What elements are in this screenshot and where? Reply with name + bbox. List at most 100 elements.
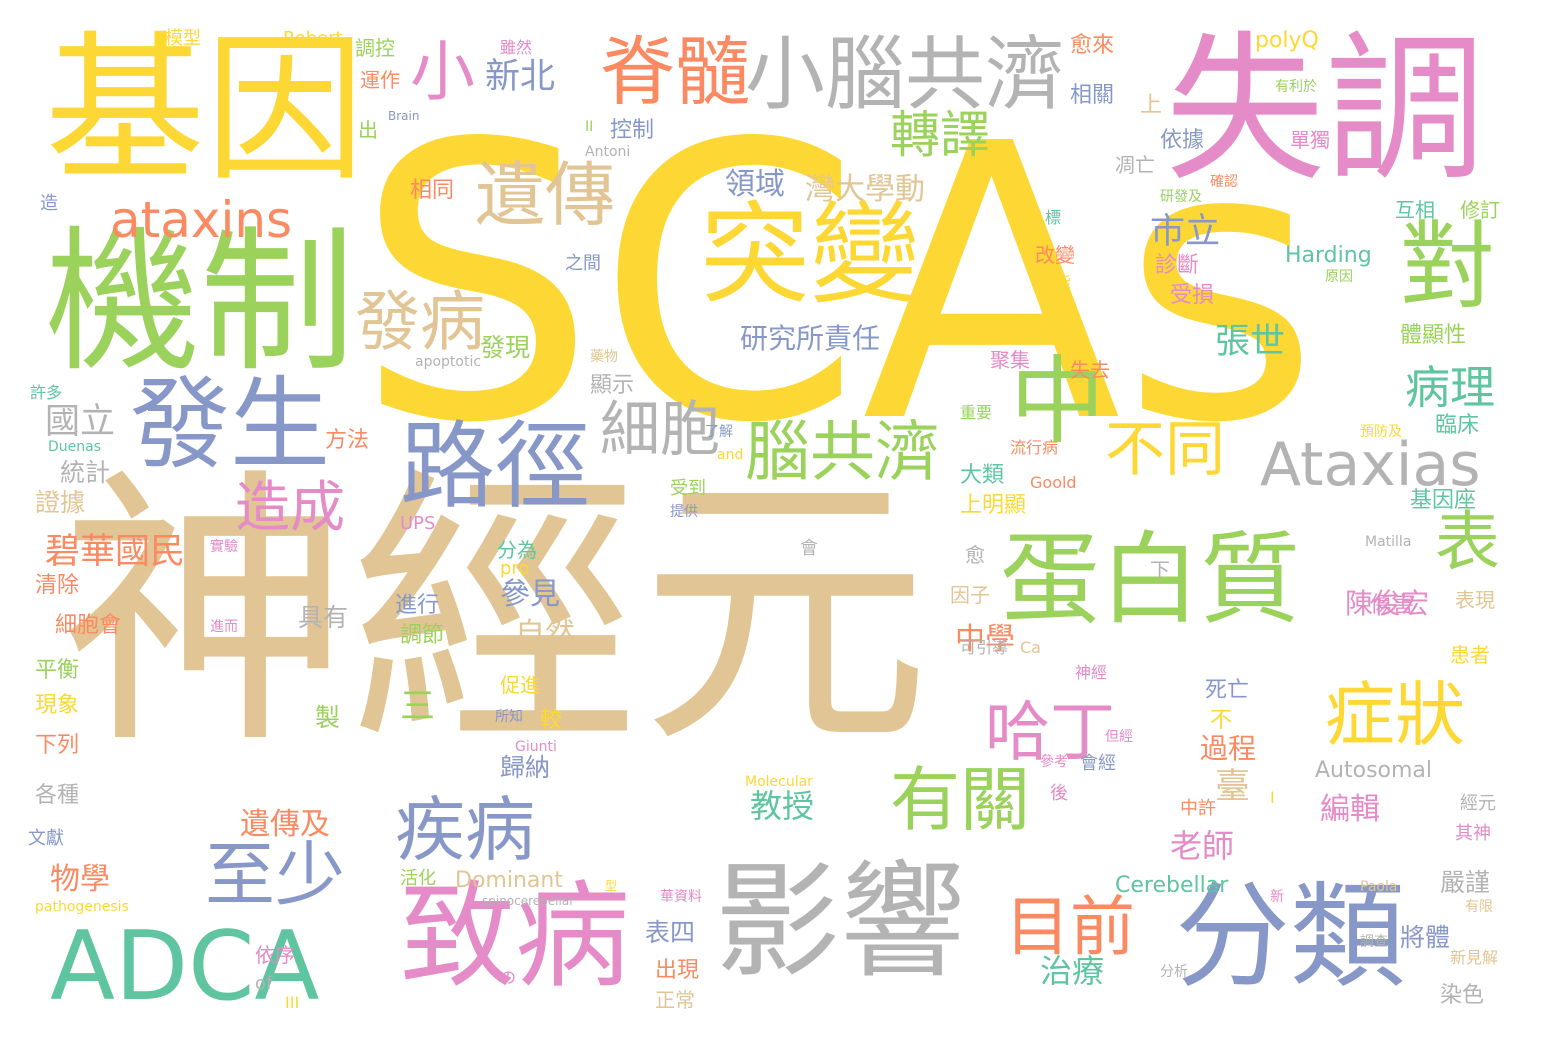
cloud-word: 因子 xyxy=(950,583,990,607)
cloud-word: Ca xyxy=(1020,638,1041,657)
cloud-word: 不同 xyxy=(1105,415,1225,485)
cloud-word: 嚴謹 xyxy=(1440,868,1491,897)
cloud-word: 正常 xyxy=(655,988,695,1012)
cloud-word: 有利於 xyxy=(1275,79,1317,95)
cloud-word: 提供 xyxy=(670,504,698,520)
cloud-word: 張世 xyxy=(1215,322,1286,362)
cloud-word: 型 xyxy=(605,879,618,893)
cloud-word: 文獻 xyxy=(28,828,64,849)
cloud-word: 遺傳 xyxy=(475,154,615,236)
cloud-word: 具有 xyxy=(298,603,349,632)
cloud-word: 病理 xyxy=(1405,361,1496,414)
cloud-word: 影響 xyxy=(715,850,965,995)
cloud-word: Dominant xyxy=(455,868,563,893)
cloud-word: 受損 xyxy=(1170,283,1215,308)
cloud-word: 脊髓 xyxy=(600,28,751,116)
cloud-word: 基因 xyxy=(45,16,366,203)
cloud-word: 三 xyxy=(400,687,436,727)
cloud-word: 會 xyxy=(800,538,818,559)
cloud-word: Autosomal xyxy=(1315,758,1433,783)
cloud-word: 較 xyxy=(540,708,563,733)
cloud-word: 模型 xyxy=(165,28,201,49)
cloud-word: 現象 xyxy=(35,693,80,718)
cloud-word: 症狀 xyxy=(1325,674,1465,756)
cloud-word: 市立 xyxy=(1150,212,1221,252)
cloud-word: 進行 xyxy=(395,593,440,618)
cloud-word: 機制 xyxy=(45,212,355,393)
cloud-word: 死亡 xyxy=(1205,678,1250,703)
cloud-word: 表現 xyxy=(1455,588,1495,612)
cloud-word: 領域 xyxy=(725,167,785,202)
cloud-word: 有限 xyxy=(1465,899,1493,915)
cloud-word: 路徑 xyxy=(400,412,591,522)
cloud-word: Robert xyxy=(283,28,343,49)
cloud-word: 診斷 xyxy=(1155,253,1200,278)
cloud-word: 活化 xyxy=(400,868,436,889)
cloud-word: 所知 xyxy=(495,709,523,725)
cloud-word: Molecular xyxy=(745,774,813,790)
cloud-word: Cerebellar xyxy=(1115,873,1229,898)
cloud-word: 依序 xyxy=(255,943,295,967)
cloud-word: 各種 xyxy=(35,783,80,808)
cloud-word: 發生 xyxy=(130,366,330,483)
cloud-word: 下列 xyxy=(35,733,80,758)
cloud-word: 中學 xyxy=(955,622,1015,657)
cloud-word: 至少 xyxy=(205,834,345,916)
cloud-word: 相同 xyxy=(410,178,455,203)
cloud-word: 目前 xyxy=(1005,890,1136,965)
cloud-word: 上 xyxy=(1140,93,1163,118)
cloud-word: 相關 xyxy=(1070,83,1115,108)
cloud-word: 經元 xyxy=(1460,793,1496,814)
cloud-word: 腦共濟 xyxy=(745,415,941,490)
cloud-word: 治療 xyxy=(1040,952,1105,990)
cloud-word: 基因座 xyxy=(1410,488,1477,513)
cloud-word: 將體 xyxy=(1400,923,1451,952)
cloud-word: 造成 xyxy=(235,475,346,539)
cloud-word: polyQ xyxy=(1255,28,1319,53)
cloud-word: 不 xyxy=(1210,708,1233,733)
cloud-word: 表 xyxy=(1435,505,1501,580)
cloud-word: 改變 xyxy=(1035,243,1075,267)
cloud-word: 其神 xyxy=(1455,823,1491,844)
cloud-word: 疾病 xyxy=(395,789,535,871)
cloud-word: and xyxy=(717,447,744,463)
cloud-word: 進而 xyxy=(210,619,238,635)
cloud-word: 蛋白質 xyxy=(1000,521,1300,638)
cloud-word: Giunti xyxy=(515,739,557,755)
cloud-word: 發現 xyxy=(480,333,531,362)
cloud-word: 受到 xyxy=(670,478,706,499)
cloud-word: 運作 xyxy=(360,68,400,92)
cloud-word: 哈丁 xyxy=(985,695,1116,770)
cloud-word: 編輯 xyxy=(1320,792,1380,827)
cloud-word: 上明顯 xyxy=(960,493,1027,518)
cloud-word: 確認 xyxy=(1210,174,1238,190)
cloud-word: 突變 xyxy=(700,191,920,319)
cloud-word: 調節 xyxy=(400,623,445,648)
cloud-word: pro xyxy=(500,558,530,579)
cloud-word: pathogenesis xyxy=(35,899,129,915)
cloud-word: 神經元 xyxy=(60,446,930,783)
cloud-word: 對 xyxy=(1400,212,1496,322)
cloud-word: of xyxy=(255,973,273,994)
cloud-word: 下 xyxy=(1150,558,1170,582)
cloud-word: Matilla xyxy=(1365,534,1412,550)
cloud-word: 研發及 xyxy=(1160,189,1202,205)
cloud-word: 遺傳及 xyxy=(240,807,330,842)
cloud-word: 修訂 xyxy=(1460,198,1500,222)
cloud-word: 中 xyxy=(1010,347,1106,457)
cloud-word: 功能 xyxy=(1035,273,1071,294)
cloud-word: 凋亡 xyxy=(1115,153,1155,177)
cloud-word: 但經 xyxy=(1105,729,1133,745)
cloud-word: Duenas xyxy=(48,439,102,455)
cloud-word: 互相 xyxy=(1395,198,1435,222)
cloud-word: 分為 xyxy=(497,538,537,562)
cloud-word: 有關 xyxy=(890,759,1030,841)
cloud-word: 歸納 xyxy=(500,753,551,782)
cloud-word: 之間 xyxy=(565,253,601,274)
cloud-word: 預防及 xyxy=(1360,424,1402,440)
cloud-word: 華資料 xyxy=(660,889,702,905)
cloud-word: 聚集 xyxy=(990,348,1030,372)
cloud-word: 調查 xyxy=(1360,934,1388,950)
cloud-word: 轉譯 xyxy=(890,106,990,164)
cloud-word: 許多 xyxy=(30,383,63,402)
